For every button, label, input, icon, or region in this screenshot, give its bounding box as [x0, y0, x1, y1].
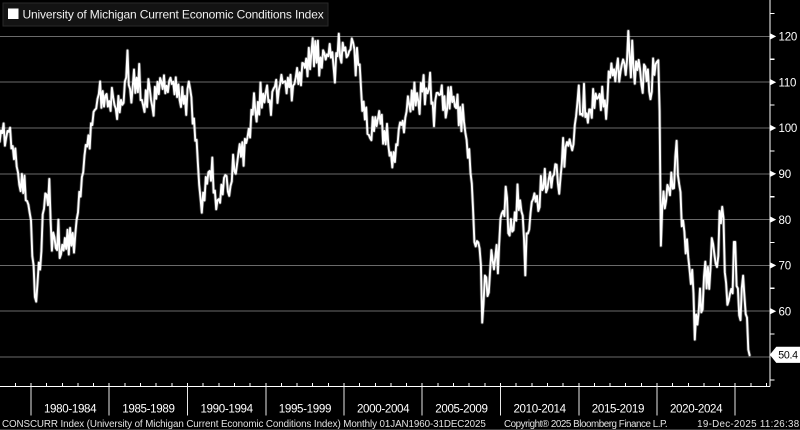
svg-text:1980-1984: 1980-1984	[44, 402, 97, 415]
svg-text:110: 110	[779, 77, 797, 89]
svg-text:1990-1994: 1990-1994	[200, 402, 253, 415]
svg-text:University of Michigan Current: University of Michigan Current Economic …	[23, 8, 324, 22]
svg-text:Copyright® 2025 Bloomberg Fina: Copyright® 2025 Bloomberg Finance L.P.	[504, 419, 667, 430]
svg-text:1995-1999: 1995-1999	[279, 402, 331, 415]
svg-text:70: 70	[779, 261, 791, 273]
svg-text:60: 60	[779, 306, 791, 318]
svg-text:1985-1989: 1985-1989	[122, 402, 174, 415]
svg-text:100: 100	[779, 123, 798, 135]
svg-text:2020-2024: 2020-2024	[670, 402, 723, 415]
svg-text:90: 90	[779, 169, 791, 181]
svg-text:19-Dec-2025 11:26:38: 19-Dec-2025 11:26:38	[697, 419, 800, 430]
svg-text:2010-2014: 2010-2014	[513, 402, 566, 415]
svg-text:120: 120	[779, 32, 798, 44]
svg-text:50.4: 50.4	[778, 350, 798, 362]
svg-text:2000-2004: 2000-2004	[357, 402, 410, 415]
svg-text:80: 80	[779, 215, 791, 227]
svg-text:2015-2019: 2015-2019	[592, 402, 644, 415]
svg-text:2005-2009: 2005-2009	[435, 402, 487, 415]
svg-text:CONSCURR Index (University of: CONSCURR Index (University of Michigan C…	[2, 419, 486, 430]
